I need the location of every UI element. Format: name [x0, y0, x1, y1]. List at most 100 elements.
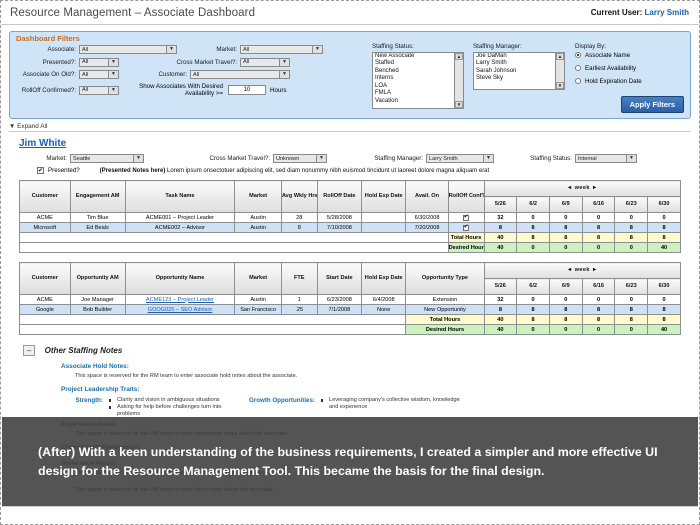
col-rolloff-date: RollOff Date — [316, 180, 363, 213]
filter-select-cross-market-travel[interactable]: All ▼ — [240, 57, 290, 67]
filter-label-associate-on-old: Associate On Old?: — [22, 71, 76, 78]
scroll-down-icon[interactable]: ▼ — [455, 100, 463, 108]
cell-opportunity-name[interactable]: GOOG025 – SEO Advisor — [124, 304, 236, 315]
listbox-option[interactable]: Staffed — [375, 60, 394, 67]
col-market: Market — [234, 262, 282, 295]
filter-select-presented[interactable]: All ▼ — [79, 57, 119, 67]
cell-week: 8 — [548, 304, 583, 315]
week-navigator-header[interactable]: ◄ week ► — [483, 262, 682, 279]
cell-week: 8 — [614, 222, 649, 233]
cell-avail-on: 7/20/2008 — [405, 222, 449, 233]
opportunity-link[interactable]: ACME123 – Project Leader — [145, 296, 215, 303]
growth-column: Growth Opportunities: Leveraging company… — [249, 397, 464, 418]
rolloff-confirmed-checkbox[interactable]: ✔ — [462, 224, 470, 231]
cell-rolloff-conf[interactable]: ✔ — [447, 212, 485, 223]
cell-opportunity-name[interactable]: ACME123 – Project Leader — [124, 294, 236, 305]
radio-label: Hold Expiration Date — [585, 77, 642, 85]
caption-text: (After) With a keen understanding of the… — [38, 445, 658, 478]
listbox-option[interactable]: FMLA — [375, 90, 392, 97]
col-customer: Customer — [19, 180, 71, 213]
cell-rolloff-date: 5/28/2008 — [316, 212, 363, 223]
rolloff-confirmed-checkbox[interactable]: ✔ — [462, 214, 470, 221]
cell-week: 8 — [647, 304, 681, 315]
week-navigator-header[interactable]: ◄ week ► — [483, 180, 682, 197]
table-row[interactable]: Google Bob Builder GOOG025 – SEO Advisor… — [19, 304, 681, 315]
col-fte: FTE — [280, 262, 318, 295]
expand-all-toggle[interactable]: ▼ Expand All — [9, 123, 691, 132]
scroll-down-icon[interactable]: ▼ — [556, 81, 564, 89]
cell-week: 8 — [516, 222, 550, 233]
chevron-down-icon: ▼ — [108, 86, 118, 94]
listbox-option[interactable]: LOA — [375, 82, 388, 89]
opportunity-link[interactable]: GOOG025 – SEO Advisor — [147, 306, 213, 313]
desired-hours-value: 0 — [548, 242, 583, 253]
col-opportunity-name: Opportunity Name — [124, 262, 236, 295]
scroll-up-icon[interactable]: ▲ — [556, 52, 564, 60]
strength-list: Clarity and vision in ambiguous situatio… — [109, 397, 225, 418]
filter-select-customer[interactable]: All ▼ — [190, 70, 290, 79]
display-by-label: Display By: — [575, 43, 606, 50]
table-row[interactable]: ACME Tim Blue ACME001 – Project Leader A… — [19, 212, 681, 223]
associate-ss-select[interactable]: Internal ▼ — [575, 154, 637, 163]
desired-hours-value: 40 — [647, 324, 681, 335]
cell-market: Austin — [234, 222, 282, 233]
associate-name-link[interactable]: Jim White — [19, 138, 67, 149]
table-row[interactable]: Microsoft Ed Beals ACME002 – Advisor Aus… — [19, 222, 681, 233]
chevron-down-icon: ▼ — [279, 58, 289, 66]
staffing-status-listbox[interactable]: New Associate Staffed Benched Interns LO… — [372, 51, 464, 109]
listbox-option[interactable]: Interns — [375, 75, 394, 82]
table-row[interactable]: ACME Joe Manager ACME123 – Project Leade… — [19, 294, 681, 305]
radio-icon — [575, 78, 581, 84]
listbox-option[interactable]: New Associate — [375, 52, 415, 59]
filter-label-cross-market-travel: Cross Market Travel?: — [176, 58, 237, 66]
cell-week: 0 — [614, 294, 649, 305]
listbox-option[interactable]: Larry Smith — [476, 60, 507, 67]
filter-value-market: All — [243, 46, 250, 53]
listbox-option[interactable]: Steve Sky — [476, 75, 504, 82]
staffing-manager-scrollbar[interactable]: ▲ ▼ — [555, 52, 564, 89]
filters-left-column: Associate: All ▼ Market: All ▼ Presented… — [14, 45, 364, 101]
cell-am: Ed Beals — [69, 222, 126, 233]
radio-option-associate-name[interactable]: Associate Name — [575, 52, 685, 59]
cell-week: 0 — [548, 212, 583, 223]
listbox-option[interactable]: Benched — [375, 67, 399, 74]
staffing-manager-filter: Staffing Manager: Joe DaMan Larry Smith … — [473, 43, 565, 109]
cell-week: 8 — [647, 222, 681, 233]
week-col-header: 6/30 — [647, 278, 681, 295]
cell-fte: 1 — [280, 294, 318, 305]
filter-select-rolloff-confirmed[interactable]: All ▼ — [79, 85, 119, 95]
filter-select-associate[interactable]: All ▼ — [79, 45, 177, 54]
filter-label-associate: Associate: — [47, 46, 76, 53]
total-hours-value: 8 — [614, 232, 649, 243]
staffing-status-filter: Staffing Status: New Associate Staffed B… — [372, 43, 464, 109]
cell-avg-hrs: 8 — [280, 222, 318, 233]
listbox-option[interactable]: Sarah Johnson — [476, 67, 517, 74]
display-by-filter: Display By: Associate Name Earliest Avai… — [575, 43, 685, 109]
apply-filters-button[interactable]: Apply Filters — [620, 96, 684, 113]
presented-checkbox[interactable]: ✔ — [37, 167, 44, 174]
cell-rolloff-conf[interactable]: ✔ — [447, 222, 485, 233]
associate-cmt-select[interactable]: Unknown ▼ — [273, 154, 327, 163]
radio-option-hold-expiration-date[interactable]: Hold Expiration Date — [575, 78, 685, 85]
filter-select-associate-on-old[interactable]: All ▼ — [79, 70, 119, 79]
total-hours-label: Total Hours — [405, 314, 485, 325]
collapse-section-button[interactable]: – — [23, 345, 35, 356]
associate-market-select[interactable]: Seattle ▼ — [70, 154, 144, 163]
listbox-option[interactable]: Joe DaMan — [476, 52, 507, 59]
cell-customer: ACME — [19, 212, 71, 223]
desired-hours-value: 40 — [647, 242, 681, 253]
cell-market: Austin — [234, 212, 282, 223]
availability-hours-input[interactable]: 10 — [228, 85, 266, 96]
total-hours-value: 40 — [483, 314, 518, 325]
col-hold-exp-date: Hold Exp Date — [361, 262, 407, 295]
cell-hold-exp — [361, 222, 407, 233]
cell-market: Austin — [234, 294, 282, 305]
growth-opportunities-label: Growth Opportunities: — [249, 397, 315, 404]
associate-sm-select[interactable]: Larry Smith ▼ — [426, 154, 494, 163]
scroll-up-icon[interactable]: ▲ — [455, 52, 463, 60]
listbox-option[interactable]: Vacation — [375, 98, 398, 105]
radio-option-earliest-availability[interactable]: Earliest Availability — [575, 65, 685, 72]
filter-select-market[interactable]: All ▼ — [240, 45, 323, 54]
staffing-manager-listbox[interactable]: Joe DaMan Larry Smith Sarah Johnson Stev… — [473, 51, 565, 90]
staffing-status-scrollbar[interactable]: ▲ ▼ — [454, 52, 463, 108]
